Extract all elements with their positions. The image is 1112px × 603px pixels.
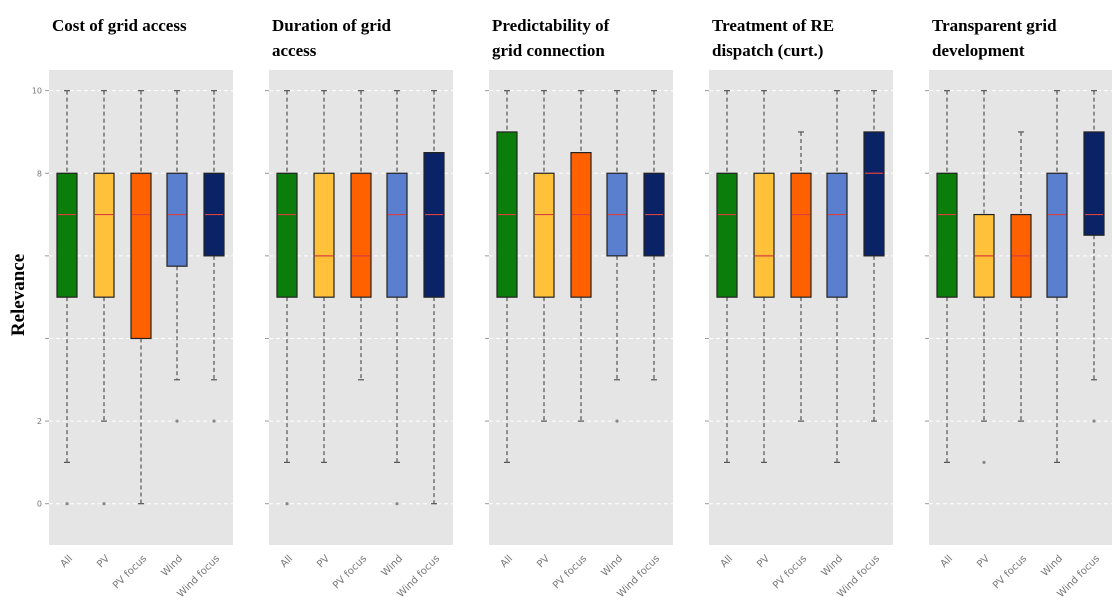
x-tick-label: PV focus xyxy=(991,553,1029,591)
x-tick-label: PV focus xyxy=(771,553,809,591)
box xyxy=(863,131,885,257)
box xyxy=(570,152,592,298)
x-tick-label: PV xyxy=(975,553,992,570)
box xyxy=(130,172,152,340)
x-tick-label: Wind xyxy=(600,553,626,579)
outlier-point xyxy=(395,502,399,506)
panel-title: Predictability of xyxy=(492,16,610,35)
x-tick-label: All xyxy=(939,553,956,570)
x-tick-label: All xyxy=(499,553,516,570)
panel-titles: Cost of grid access Duration of grid acces… xyxy=(52,16,1057,60)
box xyxy=(533,172,555,298)
y-axis-label: Relevance xyxy=(8,254,29,336)
outlier-point xyxy=(65,502,69,506)
outlier-point xyxy=(982,460,986,464)
outlier-point xyxy=(175,419,179,423)
x-tick-label: PV xyxy=(315,553,332,570)
x-tick-label: All xyxy=(279,553,296,570)
panel-title: development xyxy=(932,41,1025,60)
panel-title: access xyxy=(272,41,317,60)
box xyxy=(423,152,445,298)
outlier-point xyxy=(615,419,619,423)
x-tick-label: PV xyxy=(95,553,112,570)
panel-title: Treatment of RE xyxy=(712,16,834,35)
box xyxy=(166,172,188,267)
x-tick-label: Wind xyxy=(380,553,406,579)
x-tick-label: PV focus xyxy=(331,553,369,591)
box xyxy=(1046,172,1068,298)
box xyxy=(56,172,78,298)
box xyxy=(386,172,408,298)
panel-title: dispatch (curt.) xyxy=(712,41,823,60)
box xyxy=(93,172,115,298)
x-tick-label: PV focus xyxy=(551,553,589,591)
x-tick-label: PV xyxy=(755,553,772,570)
panel-title: grid connection xyxy=(492,41,605,60)
box xyxy=(716,172,738,298)
outlier-point xyxy=(102,502,106,506)
box xyxy=(936,172,958,298)
box xyxy=(276,172,298,298)
box xyxy=(1083,131,1105,236)
outlier-point xyxy=(285,502,289,506)
box xyxy=(753,172,775,298)
x-tick-label: Wind xyxy=(160,553,186,579)
y-tick-label: 0 xyxy=(37,500,42,509)
box xyxy=(313,172,335,298)
box xyxy=(826,172,848,298)
y-axis-ticks: 0 2 8 10 xyxy=(32,87,42,509)
x-tick-label: All xyxy=(59,553,76,570)
x-tick-label: PV focus xyxy=(111,553,149,591)
outlier-point xyxy=(212,419,216,423)
panel-title: Cost of grid access xyxy=(52,16,187,35)
y-tick-label: 8 xyxy=(37,169,42,178)
box xyxy=(790,172,812,298)
y-tick-label: 2 xyxy=(37,417,42,426)
y-tick-label: 10 xyxy=(32,87,42,96)
box xyxy=(350,172,372,298)
x-tick-label: All xyxy=(719,553,736,570)
outlier-point xyxy=(1092,419,1096,423)
panel-title: Transparent grid xyxy=(932,16,1057,35)
panel-title: Duration of grid xyxy=(272,16,392,35)
x-tick-label: Wind xyxy=(1040,553,1066,579)
x-tick-label: Wind xyxy=(820,553,846,579)
x-tick-label: PV xyxy=(535,553,552,570)
